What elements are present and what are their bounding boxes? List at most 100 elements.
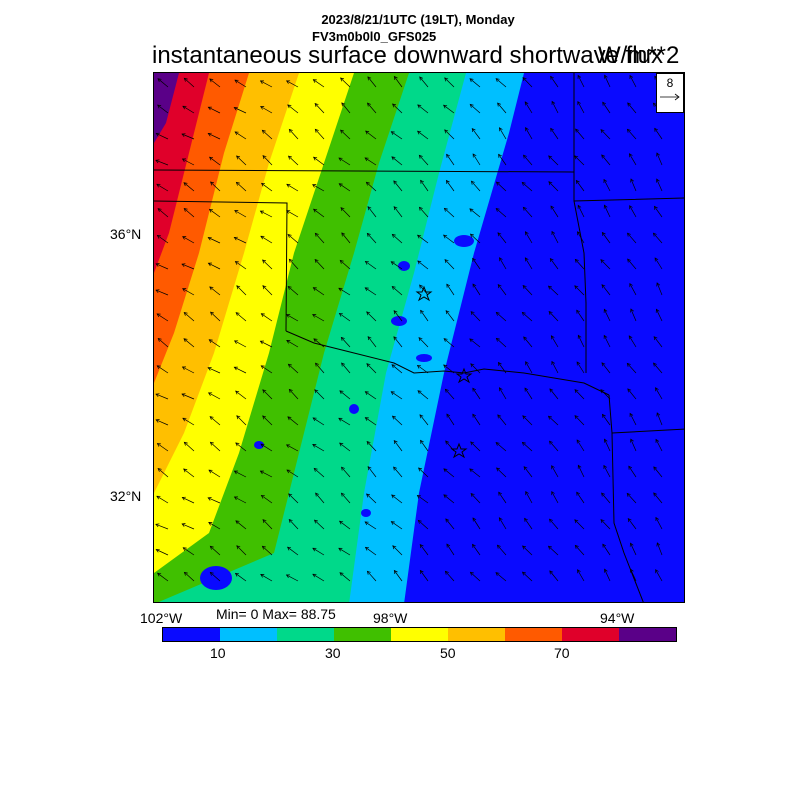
- wind-vector: [419, 207, 429, 218]
- wind-vector: [315, 233, 325, 244]
- wind-vector-head: [472, 517, 477, 522]
- wind-vector: [312, 184, 325, 192]
- wind-vector-head: [574, 415, 579, 420]
- wind-vector: [627, 258, 637, 270]
- wind-vector: [472, 388, 481, 400]
- flux-band-70-80: [154, 73, 209, 273]
- wind-vector: [260, 210, 273, 218]
- wind-vector-head: [653, 466, 658, 471]
- wind-vector-head: [341, 362, 346, 367]
- wind-vector-head: [601, 362, 606, 367]
- wind-vector-head: [495, 442, 500, 446]
- wind-vector: [208, 469, 221, 478]
- lat-label-36n: 36°N: [110, 226, 142, 242]
- wind-vector: [208, 262, 221, 270]
- wind-vector-head: [521, 181, 526, 186]
- colorbar-swatch-7: [562, 628, 619, 641]
- wind-vector-head: [260, 106, 265, 110]
- wind-vector-head: [601, 492, 606, 497]
- wind-vector: [525, 127, 533, 140]
- wind-vector-head: [472, 283, 477, 288]
- wind-vector: [235, 390, 247, 400]
- wind-vector-head: [550, 335, 555, 340]
- wind-vector-head: [603, 438, 608, 443]
- wind-vector: [313, 287, 325, 296]
- wind-vector-head: [393, 336, 398, 341]
- wind-vector: [314, 103, 325, 114]
- wind-vector-head: [444, 259, 449, 264]
- wind-vector: [656, 282, 663, 296]
- wind-vector: [630, 438, 637, 452]
- wind-vector-head: [235, 390, 240, 395]
- wind-vector: [522, 77, 533, 88]
- wind-vector-head: [340, 492, 345, 497]
- wind-vector: [420, 310, 429, 322]
- wind-vector: [498, 517, 507, 530]
- wind-vector-head: [603, 74, 608, 79]
- wind-vector-head: [469, 468, 474, 473]
- wind-vector-head: [365, 181, 370, 186]
- wind-vector-head: [470, 492, 475, 497]
- wind-vector: [391, 391, 403, 400]
- wind-vector-head: [495, 572, 500, 577]
- wind-vector: [577, 569, 585, 582]
- wind-vector: [653, 492, 663, 504]
- wind-vector-head: [498, 517, 503, 522]
- wind-vector-head: [393, 440, 398, 445]
- flux-patch: [416, 354, 432, 362]
- wind-vector: [470, 233, 481, 244]
- wind-vector-head: [181, 496, 186, 501]
- wind-vector-head: [341, 466, 345, 471]
- wind-vector-head: [391, 364, 396, 369]
- wind-vector: [391, 521, 403, 530]
- wind-vector-head: [157, 104, 162, 109]
- wind-vector-head: [312, 287, 317, 291]
- wind-vector-head: [626, 362, 631, 367]
- wind-vector-head: [576, 361, 581, 366]
- wind-vector: [182, 158, 195, 166]
- wind-vector: [365, 261, 377, 270]
- wind-vector-head: [417, 519, 422, 524]
- wind-vector: [601, 284, 611, 296]
- wind-vector: [548, 415, 559, 426]
- wind-vector-head: [181, 158, 187, 163]
- wind-vector: [495, 78, 507, 88]
- wind-vector: [341, 466, 351, 478]
- wind-vector: [551, 491, 559, 504]
- wind-vector-head: [364, 287, 369, 292]
- reference-vector-label: 8: [666, 76, 674, 90]
- wind-vector: [472, 283, 481, 296]
- wind-vector-head: [470, 363, 475, 368]
- wind-vector-head: [338, 547, 343, 552]
- wind-vector: [574, 389, 585, 400]
- wind-vector: [525, 491, 533, 504]
- wind-vector: [656, 542, 663, 556]
- wind-vector: [313, 156, 325, 166]
- wind-vector: [472, 517, 481, 530]
- wind-vector-head: [234, 261, 239, 265]
- wind-vector-head: [287, 234, 292, 238]
- wind-vector: [577, 205, 585, 218]
- wind-vector: [444, 129, 455, 140]
- wind-vector-head: [313, 519, 318, 524]
- wind-vector-head: [603, 308, 608, 313]
- wind-vector: [443, 338, 455, 348]
- wind-vector: [417, 234, 429, 244]
- wind-vector: [261, 183, 273, 192]
- wind-vector-head: [549, 570, 554, 575]
- wind-vector: [183, 547, 195, 556]
- wind-vector: [181, 133, 195, 140]
- wind-vector: [313, 468, 325, 478]
- wind-vector-head: [340, 77, 345, 82]
- wind-vector-head: [390, 391, 395, 395]
- wind-vector: [472, 544, 481, 556]
- wind-vector: [497, 544, 507, 556]
- wind-vector: [313, 79, 325, 88]
- wind-vector-head: [208, 522, 213, 526]
- wind-vector: [498, 492, 507, 504]
- wind-vector-head: [522, 206, 527, 211]
- wind-vector-head: [366, 311, 371, 316]
- wind-vector: [446, 180, 455, 192]
- wind-vector: [629, 205, 637, 218]
- wind-vector-head: [338, 157, 343, 162]
